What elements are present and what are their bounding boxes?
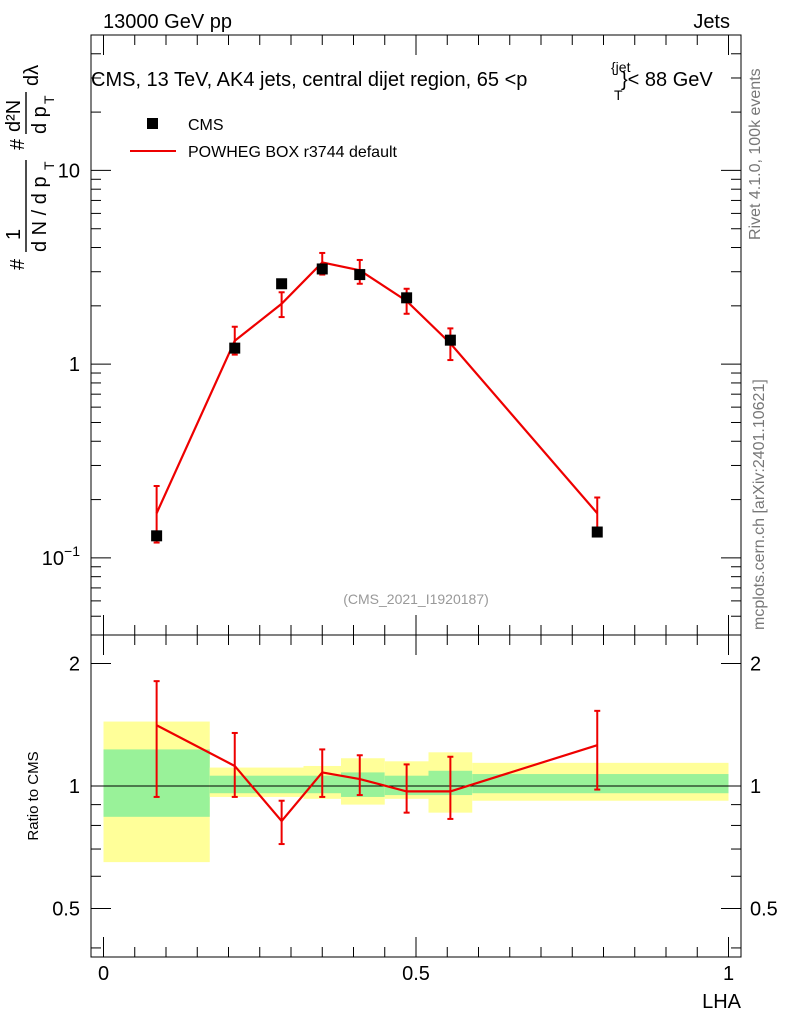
ratio-frame bbox=[90, 634, 742, 958]
legend-marker-cms bbox=[147, 118, 158, 129]
title-sub: T bbox=[614, 87, 623, 103]
ratio-ylabel: Ratio to CMS bbox=[25, 751, 42, 840]
legend-label-cms: CMS bbox=[188, 117, 224, 134]
cms-data-point bbox=[151, 530, 163, 542]
plot-title: CMS, 13 TeV, AK4 jets, central dijet reg… bbox=[91, 59, 713, 103]
ratio-plot: 0.5 0.51 12 2 0 0.5 1 Ratio to CMS LHA bbox=[25, 634, 778, 1013]
side-label-rivet: Rivet 4.1.0, 100k events bbox=[747, 68, 764, 240]
ylabel-one: 1 bbox=[3, 229, 25, 240]
cms-data-point bbox=[354, 269, 366, 281]
cms-data-point bbox=[444, 334, 456, 346]
ratio-ytick-label-left: 2 bbox=[69, 654, 80, 676]
mc-curve bbox=[155, 261, 599, 514]
title-sup: {jet bbox=[611, 59, 631, 75]
main-data-series bbox=[151, 263, 603, 542]
ylabel-frac-den-sub: T bbox=[41, 95, 57, 104]
main-ytick-label: 10 bbox=[58, 160, 80, 182]
ylabel-frac-num: d²N bbox=[3, 100, 25, 132]
ratio-mc-curve bbox=[156, 724, 598, 823]
cms-data-point bbox=[276, 278, 288, 290]
side-label-mcplots: mcplots.cern.ch [arXiv:2401.10621] bbox=[751, 379, 768, 630]
main-ytick-labels: 10−1 1 10 bbox=[42, 160, 80, 569]
xtick-label: 1 bbox=[723, 963, 734, 985]
ratio-mc-series bbox=[153, 680, 601, 846]
ylabel-frac-den: d p bbox=[29, 106, 51, 134]
cms-data-point bbox=[229, 342, 241, 354]
ylabel-hash2: # bbox=[7, 138, 29, 150]
ratio-band-inner bbox=[209, 775, 304, 794]
ratio-xtick-labels: 0 0.5 1 bbox=[98, 963, 734, 985]
x-axis-label: LHA bbox=[702, 991, 742, 1013]
ylabel-den1: d N / d p bbox=[29, 176, 51, 252]
main-ticks bbox=[91, 34, 741, 636]
cms-data-point bbox=[316, 263, 328, 275]
ratio-band-inner bbox=[472, 774, 729, 794]
cms-data-point bbox=[591, 526, 603, 538]
main-ylabel: # 1 d N / d p T # d²N d p T dλ bbox=[3, 65, 57, 270]
main-plot: 10−1 1 10 CMS, 13 TeV, AK4 jets, central d… bbox=[42, 34, 742, 636]
legend: CMS POWHEG BOX r3744 default bbox=[130, 117, 398, 161]
xtick-label: 0 bbox=[98, 963, 109, 985]
ratio-ytick-label-right: 1 bbox=[750, 776, 761, 798]
main-ytick-label: 1 bbox=[69, 354, 80, 376]
ratio-ytick-label-left: 1 bbox=[69, 776, 80, 798]
ylabel-prefix: # bbox=[7, 258, 29, 270]
ratio-ytick-label-right: 2 bbox=[750, 654, 761, 676]
header-right: Jets bbox=[693, 11, 730, 33]
main-ytick-label: 10−1 bbox=[42, 543, 80, 570]
ratio-ytick-labels: 0.5 0.5 1 1 2 2 bbox=[52, 654, 778, 921]
legend-label-mc: POWHEG BOX r3744 default bbox=[188, 144, 398, 161]
ylabel-tail: dλ bbox=[21, 65, 43, 86]
watermark: (CMS_2021_I1920187) bbox=[343, 591, 489, 607]
ylabel-den1-sub: T bbox=[41, 161, 57, 170]
ratio-ytick-label-right: 0.5 bbox=[750, 898, 778, 920]
ratio-ytick-label-left: 0.5 bbox=[52, 898, 80, 920]
title-main: CMS, 13 TeV, AK4 jets, central dijet reg… bbox=[91, 69, 527, 91]
xtick-label: 0.5 bbox=[402, 963, 430, 985]
header-left: 13000 GeV pp bbox=[103, 11, 232, 33]
cms-data-point bbox=[401, 292, 413, 304]
ratio-ticks bbox=[91, 635, 741, 957]
title-after: }< 88 GeV bbox=[621, 69, 713, 91]
main-mc-series bbox=[153, 251, 601, 544]
